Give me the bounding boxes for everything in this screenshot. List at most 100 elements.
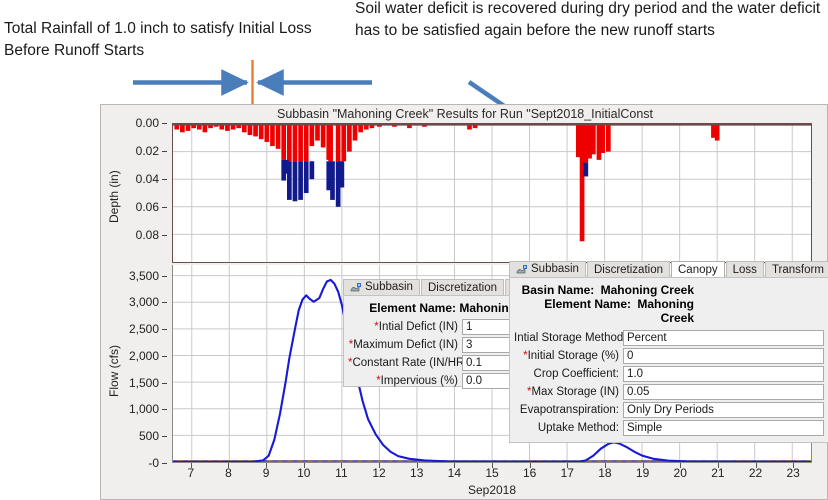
canopy-tab-loss[interactable]: Loss (725, 261, 764, 277)
required-asterisk: * (348, 338, 354, 351)
canopy-tab-discretization[interactable]: Discretization (586, 261, 670, 277)
x-tick-mark (416, 463, 418, 468)
x-tick-label: 14 (447, 466, 462, 480)
flow-y-ticks: 3,500 3,000 2,500 2,000 1,500 1,000 500 -0 (127, 265, 167, 470)
flow-y-tick: 500 (138, 429, 159, 444)
x-tick-label: 20 (673, 466, 687, 480)
canopy-field-row: Crop Coefficient: 1.0 (514, 365, 824, 382)
flow-tick-mark (162, 436, 167, 438)
canopy-pane-tabstrip[interactable]: Subbasin Discretization Canopy Loss Transfor… (509, 259, 828, 277)
loss-properties-pane: Element Name: Mahoning *Intial Defict (I… (343, 295, 521, 389)
x-tick-mark (454, 463, 456, 468)
canopy-field-value[interactable]: Simple (623, 419, 824, 436)
canopy-field-value[interactable]: 0.05 (623, 383, 824, 400)
flow-tick-mark (162, 355, 167, 357)
canopy-header-row: Basin Name: Mahoning Creek (514, 283, 694, 297)
x-tick-mark (604, 463, 606, 468)
precip-y-tick: 0.06 (135, 200, 159, 214)
loss-field-label: *Intial Defict (IN) (374, 320, 458, 333)
loss-field-value[interactable]: 1 (462, 318, 516, 335)
x-axis-ticks: 7 8 9 10 11 12 13 14 15 16 17 18 19 20 21 22 23 (172, 463, 812, 481)
canopy-tab-subbasin[interactable]: Subbasin (509, 261, 586, 277)
flow-y-tick: 2,000 (128, 348, 159, 363)
canopy-field-label: Evapotranspiration: (519, 403, 619, 416)
x-tick-mark (266, 463, 268, 468)
required-asterisk: * (526, 385, 532, 398)
precip-tick-mark (162, 151, 167, 152)
canopy-field-row: *Max Storage (IN) 0.05 (514, 383, 824, 400)
x-tick-mark (680, 463, 682, 468)
x-tick-mark (341, 463, 343, 468)
canopy-field-row: *Initial Storage (%) 0 (514, 347, 824, 364)
precip-tick-mark (162, 123, 167, 124)
canopy-field-label: Uptake Method: (537, 421, 619, 434)
x-tick-mark (642, 463, 644, 468)
loss-field-value[interactable]: 3 (462, 336, 516, 353)
loss-fields-list: *Intial Defict (IN) 1 *Maximum Defict (I… (348, 318, 516, 389)
canopy-tab-label: Transform (771, 264, 824, 276)
x-tick-label: 8 (225, 466, 232, 480)
loss-element-name-value: Mahoning (459, 301, 516, 315)
canopy-tab-canopy[interactable]: Canopy (671, 261, 725, 277)
flow-tick-mark (162, 409, 167, 411)
canopy-tab-transform[interactable]: Transform (764, 261, 828, 277)
precip-y-tick: 0.08 (135, 228, 159, 242)
canopy-fields-list: Intial Storage Method Percent *Initial S… (514, 329, 824, 436)
loss-field-value[interactable]: 0.0 (462, 372, 516, 389)
x-tick-mark (717, 463, 719, 468)
loss-tab-discretization[interactable]: Discretization (420, 279, 504, 295)
canopy-header-label: Basin Name: (521, 283, 595, 297)
flow-y-tick: -0 (148, 456, 159, 470)
x-tick-label: 15 (485, 466, 499, 480)
canopy-field-label: *Initial Storage (%) (523, 349, 619, 362)
loss-element-name-row: Element Name: Mahoning (348, 301, 516, 315)
canopy-header-value: Mahoning Creek (600, 283, 694, 297)
annotation-right-text: Soil water deficit is recovered during d… (355, 0, 821, 39)
flow-tick-mark (162, 329, 167, 331)
loss-field-label: *Constant Rate (IN/HR) (348, 356, 469, 369)
precip-y-tick: 0.00 (135, 116, 159, 130)
required-asterisk: * (348, 356, 353, 369)
loss-field-row: *Maximum Defict (IN) 3 (348, 336, 516, 353)
loss-tab-label: Subbasin (365, 281, 413, 293)
canopy-header-row: Element Name: Mahoning Creek (514, 297, 694, 325)
canopy-field-row: Intial Storage Method Percent (514, 329, 824, 346)
x-tick-label: 23 (786, 466, 800, 480)
x-tick-label: 19 (635, 466, 650, 480)
canopy-field-label: *Max Storage (IN) (526, 385, 619, 398)
precip-y-tick: 0.02 (135, 144, 159, 158)
loss-field-value[interactable]: 0.1 (462, 354, 516, 371)
canopy-field-label: Intial Storage Method (514, 331, 624, 344)
loss-tab-subbasin[interactable]: Subbasin (343, 279, 420, 295)
subbasin-icon (350, 282, 362, 294)
x-tick-mark (755, 463, 757, 468)
canopy-field-value[interactable]: 0 (623, 347, 824, 364)
x-tick-mark (303, 463, 305, 468)
precipitation-plot-svg (173, 124, 811, 262)
x-tick-label: 13 (410, 466, 424, 480)
loss-field-row: *Intial Defict (IN) 1 (348, 318, 516, 335)
canopy-field-value[interactable]: Percent (623, 329, 824, 346)
loss-field-label: *Impervious (%) (376, 374, 458, 387)
precipitation-plot (172, 123, 812, 263)
precip-tick-mark (162, 207, 167, 208)
canopy-tab-label: Discretization (593, 264, 663, 276)
x-tick-mark (529, 463, 531, 468)
canopy-header-value: Mahoning Creek (637, 297, 694, 325)
flow-tick-mark (162, 302, 167, 304)
flow-tick-mark (162, 463, 167, 464)
required-asterisk: * (523, 349, 528, 362)
precip-y-tick: 0.04 (135, 172, 159, 186)
results-chart-window: Subbasin "Mahoning Creek" Results for Ru… (100, 104, 828, 500)
x-tick-mark (492, 463, 493, 468)
loss-element-name-label: Element Name: (369, 301, 456, 315)
x-tick-mark (567, 463, 569, 468)
loss-field-row: *Impervious (%) 0.0 (348, 372, 516, 389)
canopy-field-value[interactable]: 1.0 (623, 365, 824, 382)
flow-y-tick: 3,500 (128, 268, 159, 283)
x-tick-label: 16 (522, 466, 537, 480)
canopy-field-value[interactable]: Only Dry Periods (623, 401, 824, 418)
flow-tick-mark (162, 382, 167, 384)
loss-tab-label: Discretization (427, 282, 497, 294)
x-tick-label: 21 (711, 466, 725, 480)
